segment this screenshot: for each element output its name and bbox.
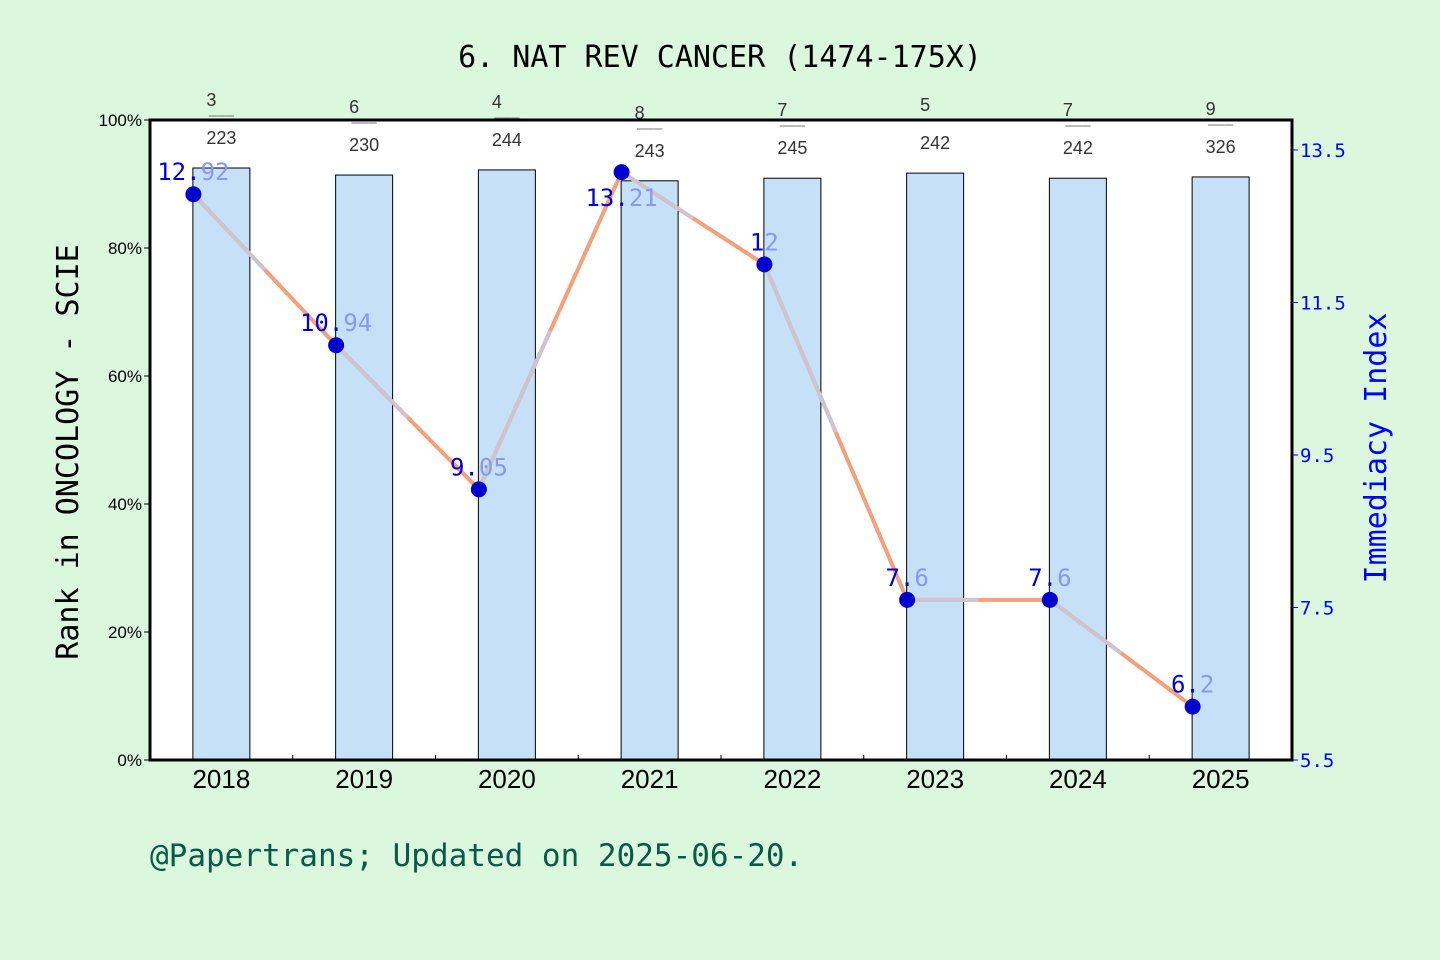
line-segment-overlay <box>334 343 409 419</box>
y-tick-label: 60% <box>108 367 142 386</box>
line-value-label: 13.21 <box>585 184 657 212</box>
x-tick-label: 2021 <box>621 764 679 794</box>
total-label: 244 <box>492 130 522 150</box>
rank-label: 3 <box>206 90 216 110</box>
x-tick-label: 2023 <box>906 764 964 794</box>
rank-label: 9 <box>1206 99 1216 119</box>
line-point <box>1184 698 1201 715</box>
x-tick-label: 2018 <box>192 764 250 794</box>
y-tick-label: 40% <box>108 495 142 514</box>
line-point <box>185 186 202 203</box>
rank-divider: ——— <box>351 115 377 131</box>
line-value-label: 7.6 <box>1028 564 1071 592</box>
line-value-label: 9.05 <box>450 453 508 481</box>
total-label: 223 <box>206 128 236 148</box>
line-point <box>613 164 630 181</box>
bar-2018 <box>192 167 251 761</box>
bar-2024 <box>1048 177 1107 761</box>
rank-label: 7 <box>1063 100 1073 120</box>
x-tick-label: 2020 <box>478 764 536 794</box>
line-value-label: 7.6 <box>885 564 928 592</box>
y2-axis-label: Immediacy Index <box>1359 313 1394 584</box>
rank-label: 5 <box>920 95 930 115</box>
x-tick-label: 2022 <box>763 764 821 794</box>
y2-tick-label: 5.5 <box>1300 750 1334 772</box>
line-value-label: 12.92 <box>157 158 229 186</box>
y-tick-label: 80% <box>108 239 142 258</box>
rank-divider: ——— <box>1065 118 1091 134</box>
line-value-label: 10.94 <box>300 309 372 337</box>
line-segment-overlay <box>1048 598 1123 655</box>
rank-divider: ——— <box>209 108 235 124</box>
rank-label: 6 <box>349 97 359 117</box>
line-segment-overlay <box>191 192 267 272</box>
plot-area <box>150 120 1292 760</box>
chart-title: 6. NAT REV CANCER (1474-175X) <box>458 40 982 75</box>
y2-tick-label: 9.5 <box>1300 445 1334 467</box>
line-point <box>328 337 345 354</box>
bar-2021 <box>620 180 679 761</box>
total-label: 326 <box>1206 137 1236 157</box>
rank-label: 8 <box>635 103 645 123</box>
line-segment-overlay <box>477 329 553 491</box>
y-tick-label: 20% <box>108 623 142 642</box>
rank-divider: ——— <box>494 110 520 126</box>
line-segment-overlay <box>762 263 838 433</box>
total-label: 243 <box>635 141 665 161</box>
line-point <box>756 256 773 273</box>
footer-credit: @Papertrans; Updated on 2025-06-20. <box>150 838 803 874</box>
line-point <box>899 591 916 608</box>
x-tick-label: 2024 <box>1049 764 1107 794</box>
y2-tick-label: 7.5 <box>1300 598 1334 620</box>
rank-divider: ——— <box>637 121 663 137</box>
total-label: 242 <box>1063 138 1093 158</box>
total-label: 245 <box>777 138 807 158</box>
bar-2022 <box>763 177 822 761</box>
y2-tick-label: 11.5 <box>1300 293 1346 315</box>
rank-label: 4 <box>492 92 502 112</box>
line-value-label: 6.2 <box>1171 671 1214 699</box>
x-tick-label: 2025 <box>1192 764 1250 794</box>
rank-label: 7 <box>777 100 787 120</box>
line-value-label: 12 <box>750 228 779 256</box>
y-axis-label: Rank in ONCOLOGY - SCIE <box>51 244 86 659</box>
line-point <box>1041 591 1058 608</box>
y-tick-label: 0% <box>117 751 142 770</box>
total-label: 230 <box>349 135 379 155</box>
line-segment-overlay <box>620 170 695 220</box>
y2-tick-label: 13.5 <box>1300 140 1346 162</box>
rank-divider: ——— <box>780 118 806 134</box>
bar-2019 <box>335 174 394 761</box>
total-label: 242 <box>920 133 950 153</box>
bar-2023 <box>906 172 965 761</box>
line-point <box>470 481 487 498</box>
y-tick-label: 100% <box>99 111 142 130</box>
x-tick-label: 2019 <box>335 764 393 794</box>
